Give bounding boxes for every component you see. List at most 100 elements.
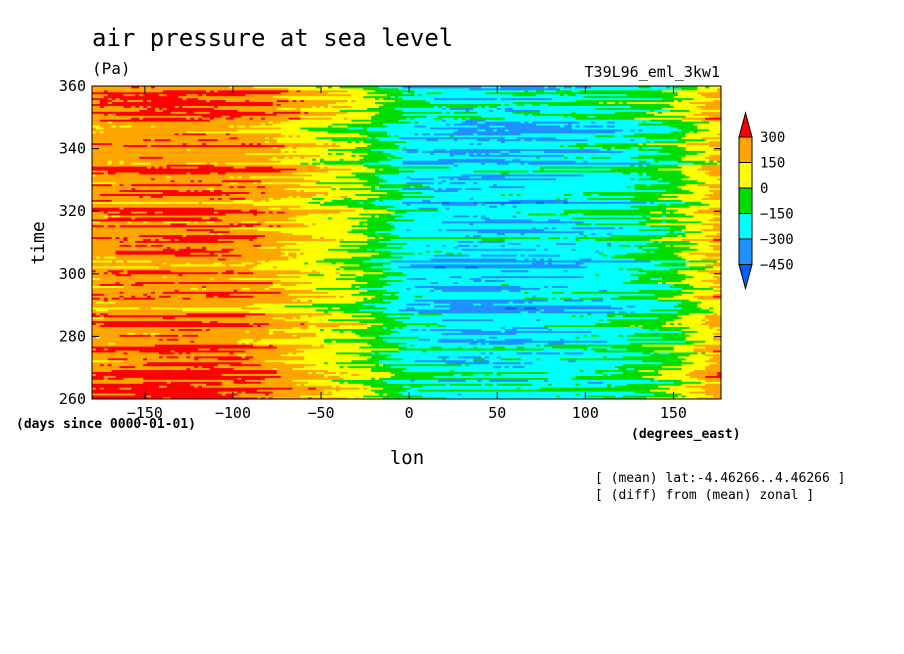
field-cell — [492, 385, 498, 388]
field-cell — [595, 379, 600, 382]
field-cell — [359, 367, 364, 371]
field-cell — [249, 373, 254, 376]
field-cell — [284, 365, 289, 369]
field-cell — [386, 397, 392, 400]
field-cell — [477, 375, 482, 378]
field-cell — [642, 389, 647, 392]
field-cell — [241, 393, 246, 396]
field-cell — [489, 385, 494, 388]
field-cell — [335, 397, 341, 400]
field-cell — [170, 371, 175, 374]
field-cell — [548, 375, 553, 378]
field-cell — [606, 393, 612, 396]
field-cell — [359, 393, 364, 396]
field-cell — [147, 391, 152, 394]
field-cell — [99, 367, 105, 371]
field-cell — [363, 387, 368, 390]
field-cell — [673, 375, 679, 378]
field-cell — [563, 377, 569, 380]
field-cell — [147, 373, 152, 376]
field-cell — [555, 373, 561, 376]
field-cell — [131, 385, 136, 388]
field-cell — [367, 367, 372, 371]
field-cell — [512, 375, 517, 378]
field-cell — [225, 391, 230, 394]
field-cell — [654, 385, 659, 388]
field-cell — [378, 385, 384, 388]
field-cell — [492, 391, 498, 394]
field-cell — [430, 387, 435, 390]
field-cell — [296, 363, 301, 367]
field-cell — [264, 383, 270, 386]
field-cell — [551, 391, 557, 394]
field-cell — [257, 367, 262, 371]
field-cell — [162, 387, 168, 390]
field-cell — [178, 395, 183, 398]
field-cell — [461, 373, 466, 376]
field-cell — [516, 393, 521, 396]
field-cell — [359, 389, 364, 392]
field-cell — [685, 385, 690, 388]
field-cell — [249, 393, 254, 396]
field-cell — [492, 383, 498, 386]
field-cell — [367, 373, 372, 376]
field-cell — [713, 391, 718, 394]
field-cell — [245, 371, 250, 374]
field-cell — [638, 387, 643, 390]
field-cell — [154, 383, 160, 386]
field-cell — [457, 391, 462, 394]
field-cell — [599, 369, 604, 373]
field-cell — [614, 387, 620, 390]
field-cell — [595, 389, 600, 392]
field-cell — [457, 379, 462, 382]
field-cell — [347, 381, 352, 384]
field-cell — [610, 369, 616, 373]
field-cell — [276, 369, 282, 373]
field-cell — [312, 395, 317, 398]
field-cell — [492, 381, 498, 384]
field-cell — [308, 381, 313, 384]
field-cell — [520, 379, 525, 382]
field-cell — [312, 383, 317, 386]
field-cell — [606, 363, 612, 367]
field-cell — [327, 365, 333, 369]
field-cell — [284, 363, 289, 367]
field-cell — [162, 389, 168, 392]
field-cell — [693, 389, 698, 392]
field-cell — [512, 385, 517, 388]
field-cell — [410, 371, 415, 374]
field-cell — [508, 389, 514, 392]
field-cell — [496, 381, 502, 384]
field-cell — [567, 385, 573, 388]
field-cell — [115, 391, 120, 394]
field-cell — [713, 389, 718, 392]
field-cell — [119, 365, 124, 369]
field-cell — [693, 395, 698, 398]
field-cell — [689, 367, 694, 371]
field-cell — [528, 369, 533, 373]
field-cell — [268, 377, 274, 380]
field-cell — [685, 387, 690, 390]
field-cell — [190, 385, 195, 388]
field-cell — [410, 387, 415, 390]
field-cell — [693, 363, 698, 367]
field-cell — [139, 389, 144, 392]
field-cell — [701, 395, 706, 398]
field-cell — [426, 373, 431, 376]
field-cell — [520, 389, 525, 392]
field-cell — [591, 377, 596, 380]
field-cell — [143, 367, 148, 371]
field-cell — [528, 387, 533, 390]
field-cell — [166, 363, 172, 367]
field-cell — [524, 381, 529, 384]
field-cell — [300, 379, 305, 382]
field-cell — [99, 395, 105, 398]
field-cell — [292, 381, 297, 384]
field-cell — [426, 393, 431, 396]
field-cell — [237, 381, 242, 384]
field-cell — [323, 371, 329, 374]
field-cell — [445, 389, 451, 392]
field-cell — [441, 391, 447, 394]
field-cell — [555, 375, 561, 378]
field-cell — [705, 369, 710, 373]
